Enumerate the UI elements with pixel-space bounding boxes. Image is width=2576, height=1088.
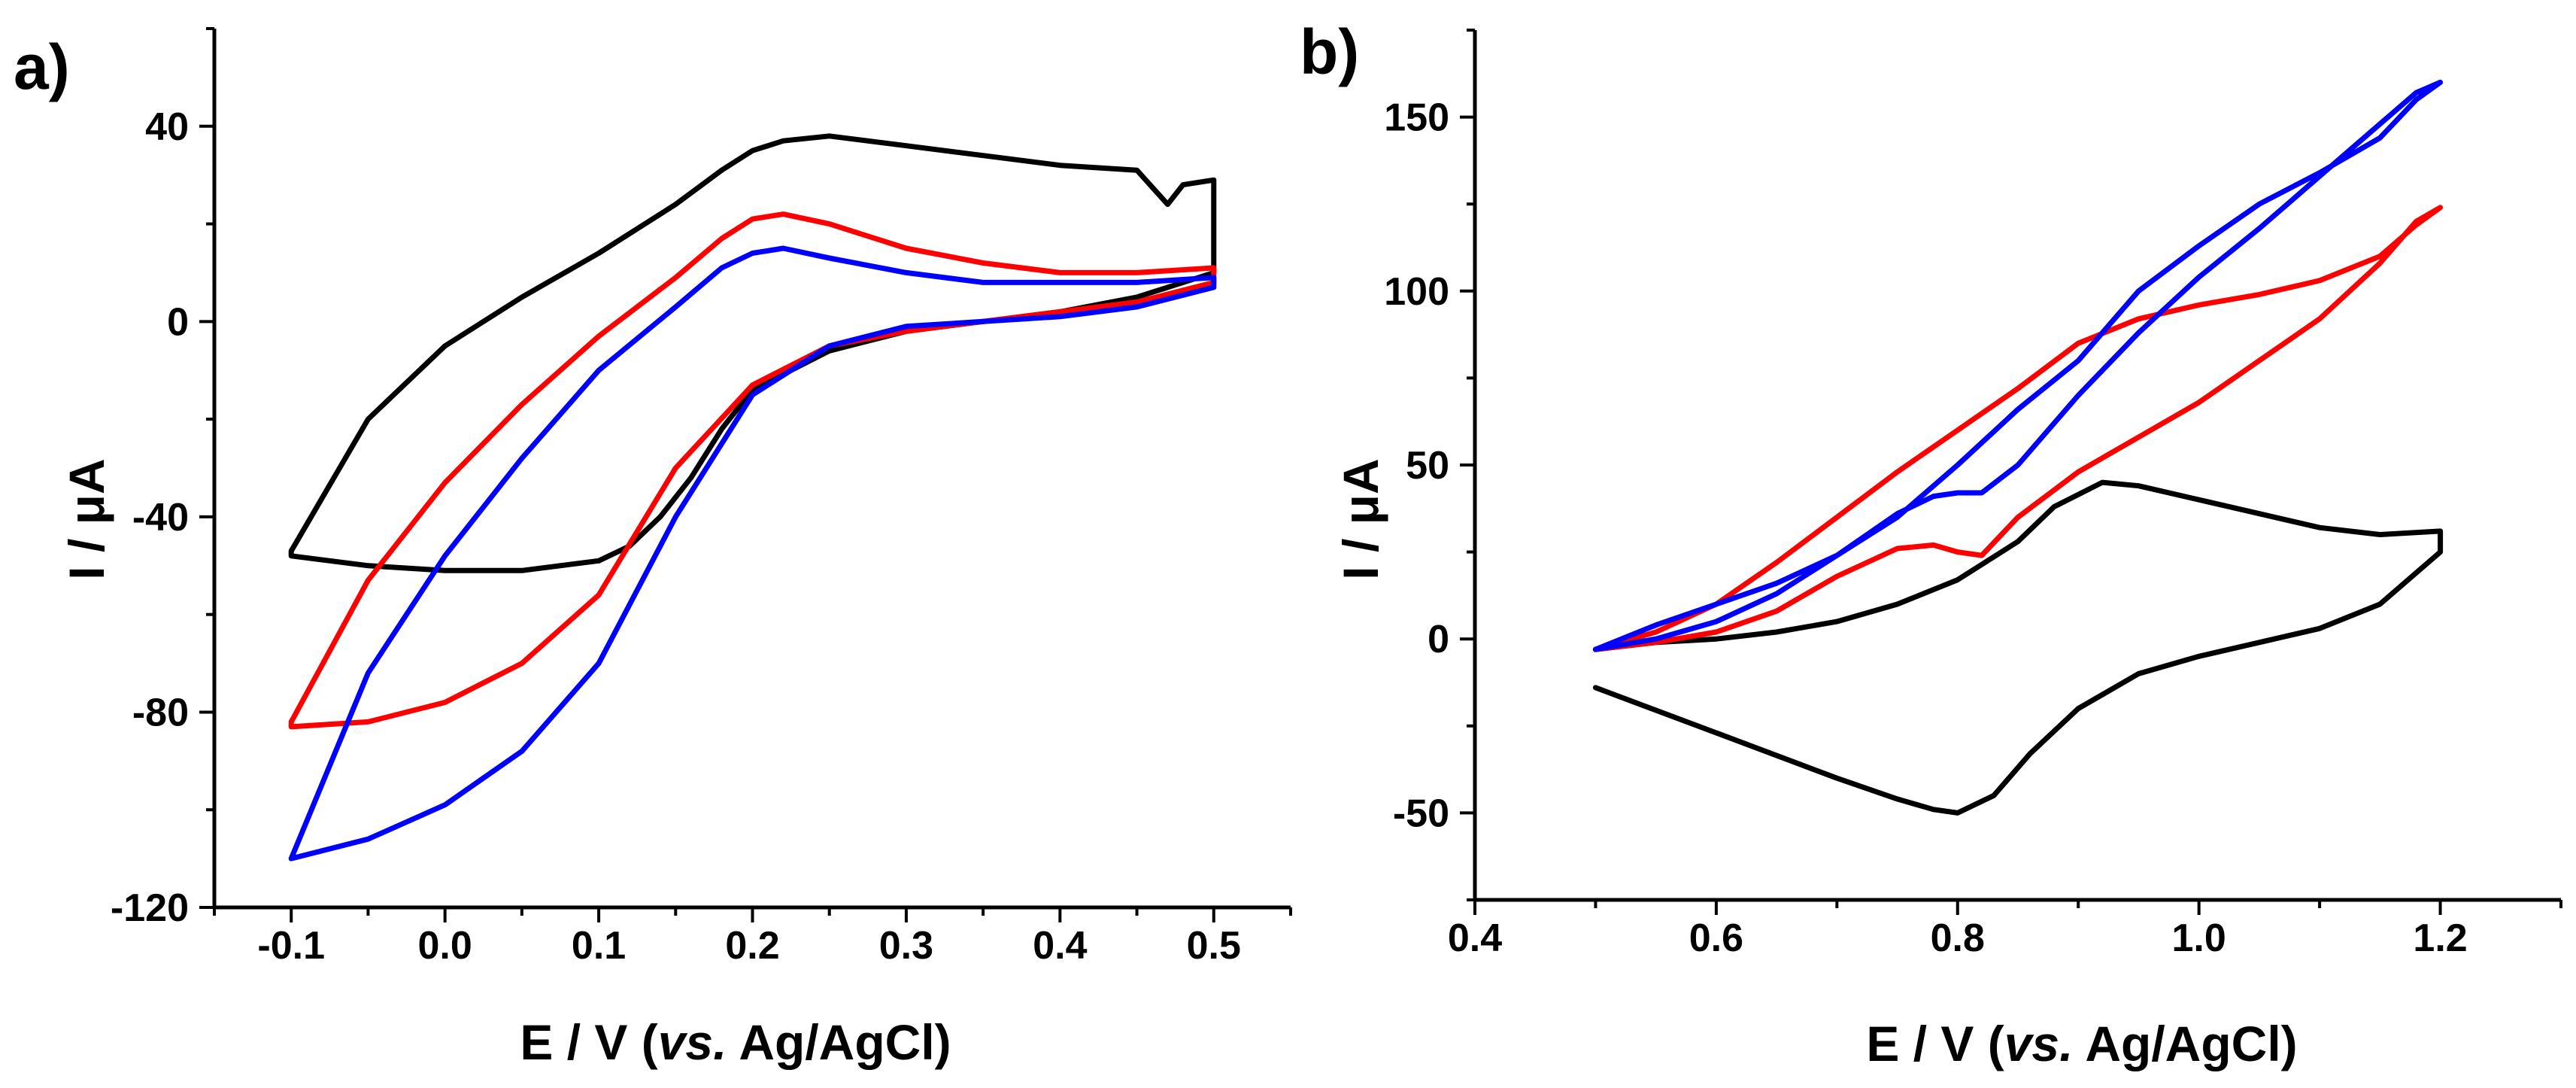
panel-b-ytick-label: 0 bbox=[1428, 618, 1449, 661]
panel-b-series-blue bbox=[1592, 79, 2444, 652]
panel-a-series-red bbox=[288, 211, 1217, 730]
panel-a-xlabel-italic: vs. bbox=[658, 1014, 727, 1070]
panel-b-xtick-label: 0.4 bbox=[1448, 916, 1502, 960]
panel-b-ytick-labels: -50 0 50 100 150 bbox=[1384, 96, 1449, 836]
panel-a-ytick-labels: -120 -80 -40 0 40 bbox=[111, 105, 189, 930]
panel-b-xlabel-suffix: Ag/AgCl) bbox=[2073, 1016, 2297, 1071]
panel-b-xlabel-italic: vs. bbox=[2004, 1016, 2074, 1071]
panel-b-ylabel: I / μA bbox=[1333, 458, 1388, 579]
panel-a: a) -0.1 0.0 0.1 0.2 0.3 0.4 0.5 -120-80-40040 … bbox=[14, 27, 1292, 1070]
panel-b-xlabel-prefix: E / V ( bbox=[1866, 1016, 2004, 1071]
panel-b-xtick-label: 0.8 bbox=[1931, 916, 1985, 960]
panel-b-series-red bbox=[1592, 205, 2444, 652]
panel-a-xtick-label: 0.0 bbox=[417, 924, 472, 968]
panel-a-ytick-label: -40 bbox=[132, 496, 189, 539]
panel-b-xtick-labels: 0.4 0.6 0.8 1.0 1.2 bbox=[1448, 916, 2468, 960]
panel-a-xtick-label: 0.1 bbox=[572, 924, 626, 968]
panel-a-xlabel: E / V (vs. Ag/AgCl) bbox=[520, 1014, 951, 1070]
panel-a-ylabel: I / μA bbox=[59, 458, 114, 579]
panel-b-xtick-label: 1.2 bbox=[2413, 916, 2467, 960]
panel-b-ytick-label: 50 bbox=[1406, 444, 1449, 488]
panel-a-xlabel-prefix: E / V ( bbox=[520, 1014, 657, 1070]
panel-a-xtick-label: -0.1 bbox=[257, 924, 325, 968]
panel-a-ytick-label: -120 bbox=[111, 886, 189, 930]
panel-a-ytick-label: 40 bbox=[145, 105, 189, 149]
panel-b-series-black bbox=[1592, 479, 2444, 816]
panel-b-ytick-label: 150 bbox=[1384, 96, 1449, 140]
panel-a-xlabel-suffix: Ag/AgCl) bbox=[727, 1014, 951, 1070]
panel-b: b) 0.4 0.6 0.8 1.0 1.2 -50 0 50 100 150 E / V (v… bbox=[1300, 17, 2562, 1071]
panel-a-ytick-label: 0 bbox=[167, 300, 189, 344]
panel-b-label: b) bbox=[1300, 17, 1359, 87]
panel-b-xtick-label: 1.0 bbox=[2172, 916, 2226, 960]
panel-a-xtick-label: 0.4 bbox=[1033, 924, 1087, 968]
panel-a-xtick-label: 0.3 bbox=[879, 924, 933, 968]
panel-a-label: a) bbox=[14, 32, 70, 102]
panel-b-ytick-label: -50 bbox=[1393, 792, 1449, 835]
panel-a-xtick-label: 0.5 bbox=[1187, 924, 1241, 968]
panel-a-axes bbox=[199, 27, 1292, 922]
panel-a-xtick-labels: -0.1 0.0 0.1 0.2 0.3 0.4 0.5 bbox=[257, 924, 1241, 968]
panel-b-axes bbox=[1460, 29, 2562, 915]
panel-b-ytick-label: 100 bbox=[1384, 270, 1449, 314]
panel-b-plot-lines bbox=[1592, 79, 2444, 816]
panel-b-xtick-label: 0.6 bbox=[1689, 916, 1743, 960]
panel-a-xtick-label: 0.2 bbox=[725, 924, 779, 968]
panel-a-series-blue bbox=[288, 245, 1217, 862]
panel-a-ytick-label: -80 bbox=[132, 691, 189, 734]
panel-a-plot-lines bbox=[288, 133, 1217, 862]
panel-b-xlabel: E / V (vs. Ag/AgCl) bbox=[1866, 1016, 2297, 1071]
